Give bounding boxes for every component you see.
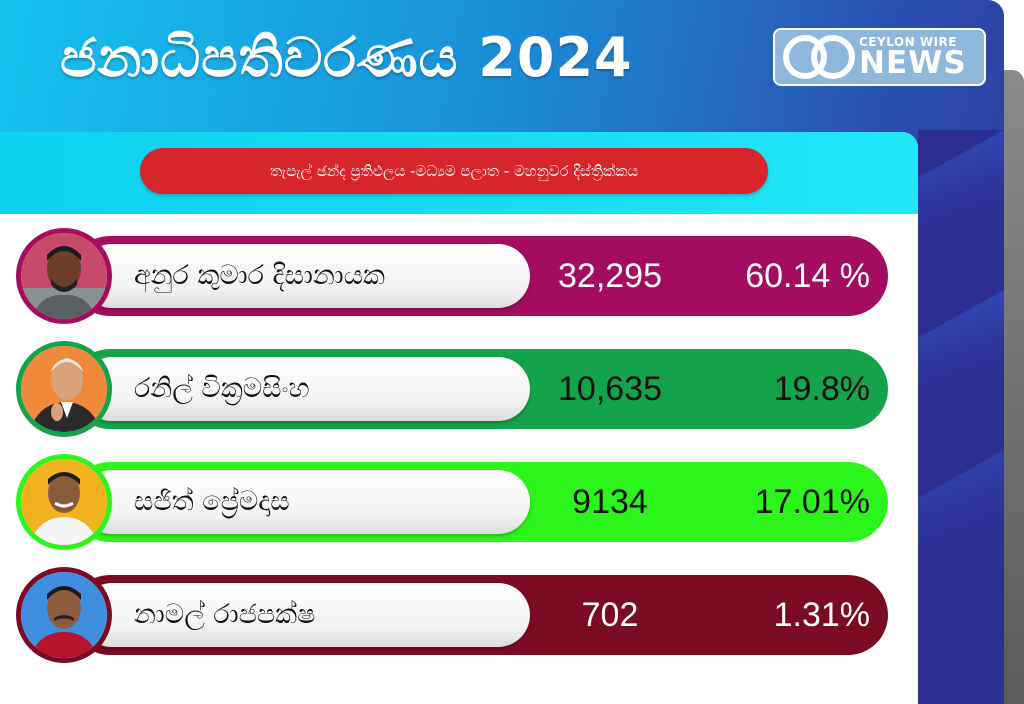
logo-small-text: CEYLON WIRE: [859, 34, 957, 49]
candidate-photo-icon: [16, 567, 112, 663]
candidate-name: නාමල් රාජපක්ෂ: [134, 599, 316, 630]
candidate-name: අනුර කුමාර දිසානායක: [134, 260, 385, 291]
name-box: [80, 244, 530, 308]
cw-logo-icon: [783, 35, 855, 79]
vote-count: 10,635: [558, 370, 662, 408]
name-box: [80, 357, 530, 421]
candidate-row: නාමල් රාජපක්ෂ 702 1.31%: [0, 567, 918, 663]
vote-count: 9134: [572, 483, 648, 521]
name-box: [80, 583, 530, 647]
name-box: [80, 470, 530, 534]
candidate-name: රනිල් වික්‍රමසිංහ: [134, 373, 310, 404]
vote-percent: 1.31%: [773, 596, 870, 634]
page-title: ජනාධිපතිවරණය 2024: [60, 26, 633, 89]
candidate-row: අනුර කුමාර දිසානායක 32,295 60.14 %: [0, 228, 918, 324]
candidate-photo-icon: [16, 454, 112, 550]
vote-percent: 60.14 %: [745, 257, 870, 295]
decorative-facet: [918, 290, 1004, 410]
candidate-row: රනිල් වික්‍රමසිංහ 10,635 19.8%: [0, 341, 918, 437]
candidate-row: සජිත් ප්‍රේමදාස 9134 17.01%: [0, 454, 918, 550]
candidate-photo-icon: [16, 228, 112, 324]
vote-count: 32,295: [558, 257, 662, 295]
logo-big-text: NEWS: [859, 44, 967, 81]
decorative-strip: [918, 130, 1004, 704]
decorative-facet: [918, 130, 1004, 250]
candidate-name: සජිත් ප්‍රේමදාස: [134, 486, 290, 517]
candidate-photo-icon: [16, 341, 112, 437]
ceylon-wire-logo: CEYLON WIRE NEWS: [773, 28, 986, 86]
frame-shadow: [1004, 70, 1024, 704]
decorative-facet: [918, 450, 1004, 570]
vote-percent: 17.01%: [754, 483, 870, 521]
vote-count: 702: [581, 596, 639, 634]
subtitle-badge: තැපැල් ඡන්ද ප්‍රතිඵලය -මධ්‍යම පලාත - මහන…: [140, 148, 768, 194]
vote-percent: 19.8%: [773, 370, 870, 408]
